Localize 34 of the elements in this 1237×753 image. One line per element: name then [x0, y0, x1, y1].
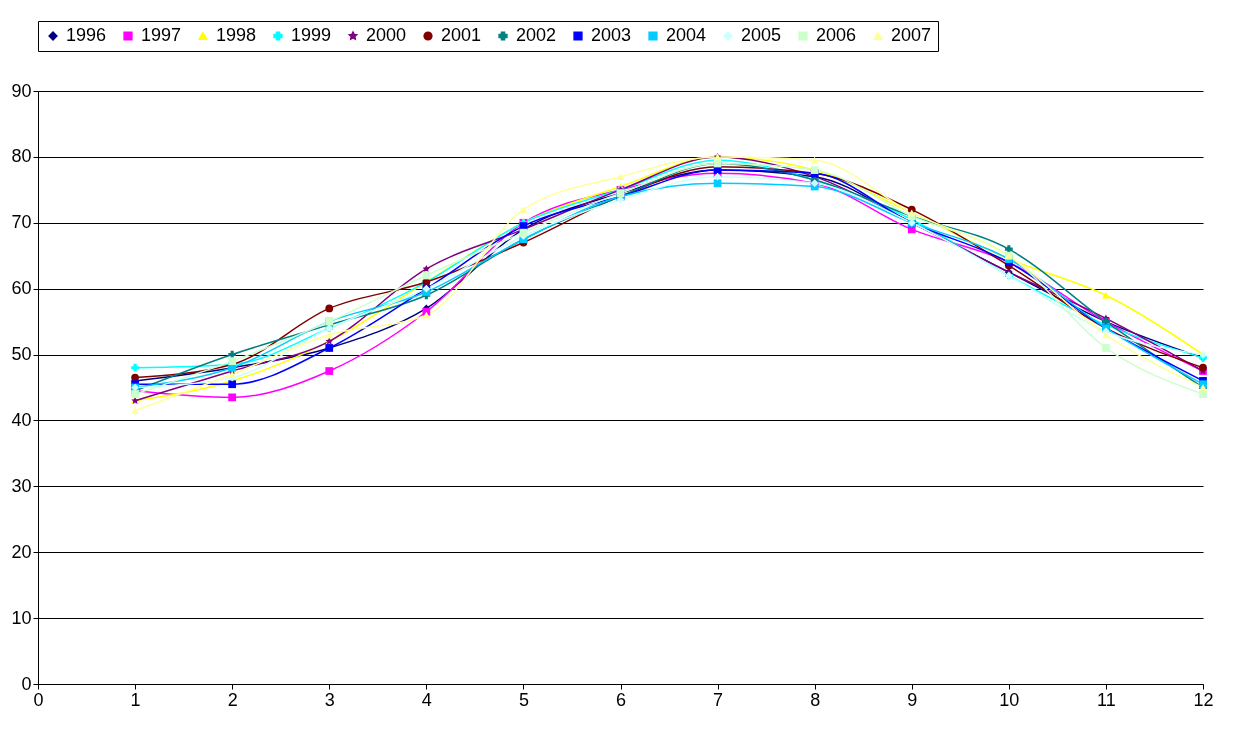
x-tick-label: 11: [1097, 689, 1116, 710]
legend-label: 2007: [891, 25, 932, 45]
x-tick-label: 1: [130, 689, 141, 710]
y-tick-label: 60: [11, 278, 32, 299]
y-tick-label: 90: [11, 80, 32, 101]
x-tick-label: 7: [713, 689, 724, 710]
x-tick-label: 8: [810, 689, 821, 710]
x-tick-label: 5: [518, 689, 529, 710]
x-tick-label: 9: [907, 689, 918, 710]
legend-label: 2005: [741, 25, 782, 45]
y-tick-label: 40: [11, 409, 32, 430]
y-tick-label: 80: [11, 146, 32, 167]
x-tick-label: 3: [324, 689, 335, 710]
x-tick-label: 6: [615, 689, 627, 710]
y-tick-label: 70: [11, 212, 32, 233]
y-tick-label: 10: [11, 607, 32, 628]
y-tick-label: 0: [21, 673, 32, 694]
legend-label: 2001: [441, 25, 482, 45]
legend-label: 2003: [591, 25, 632, 45]
legend-label: 2006: [816, 25, 857, 45]
legend-label: 2002: [516, 25, 557, 45]
x-tick-label: 2: [227, 689, 238, 710]
y-tick-label: 20: [11, 541, 32, 562]
legend-label: 1997: [141, 25, 182, 45]
y-tick-label: 30: [11, 475, 32, 496]
legend-label: 1999: [291, 25, 332, 45]
legend-label: 1998: [216, 25, 257, 45]
legend-label: 1996: [66, 25, 107, 45]
legend-label: 2000: [366, 25, 407, 45]
legend-label: 2004: [666, 25, 707, 45]
x-tick-label: 4: [421, 689, 432, 710]
y-tick-label: 50: [11, 344, 32, 365]
x-tick-label: 12: [1193, 689, 1214, 710]
x-tick-label: 10: [999, 689, 1020, 710]
